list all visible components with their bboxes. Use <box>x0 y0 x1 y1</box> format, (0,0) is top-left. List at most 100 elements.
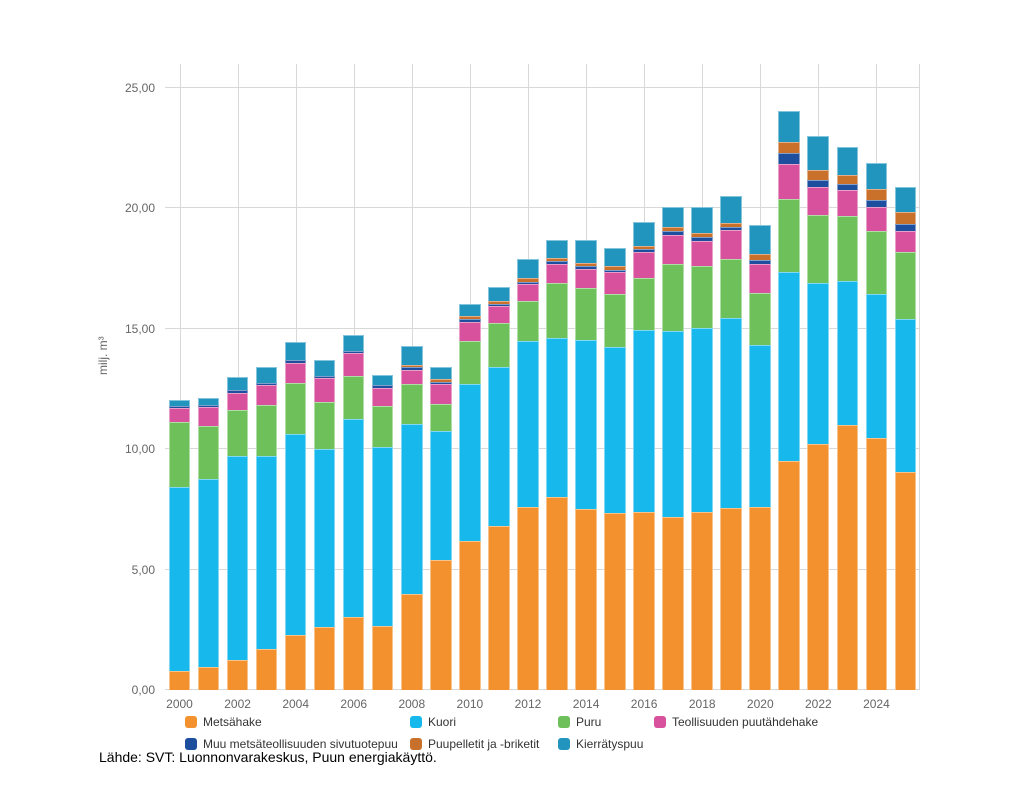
bar-segment[interactable] <box>430 560 452 690</box>
bar-segment[interactable] <box>313 375 336 379</box>
bar-segment[interactable] <box>662 516 684 690</box>
bar-segment[interactable] <box>372 626 394 690</box>
bar-segment[interactable] <box>691 511 713 690</box>
bar-segment[interactable] <box>197 479 220 668</box>
bar-segment[interactable] <box>488 322 510 368</box>
bar-segment[interactable] <box>430 381 452 385</box>
bar-segment[interactable] <box>459 303 481 316</box>
bar-segment[interactable] <box>778 111 800 143</box>
bar-segment[interactable] <box>226 377 249 391</box>
bar-segment[interactable] <box>313 378 336 403</box>
bar-segment[interactable] <box>720 318 742 509</box>
bar-segment[interactable] <box>197 397 220 405</box>
legend-item[interactable]: Metsähake <box>185 715 410 729</box>
bar-segment[interactable] <box>168 486 191 671</box>
bar-segment[interactable] <box>720 196 742 223</box>
bar-segment[interactable] <box>401 345 423 365</box>
bar-segment[interactable] <box>836 425 858 690</box>
bar-segment[interactable] <box>662 263 684 332</box>
bar-segment[interactable] <box>488 286 510 302</box>
bar-segment[interactable] <box>459 315 481 320</box>
bar-segment[interactable] <box>342 419 365 617</box>
bar-segment[interactable] <box>691 207 713 233</box>
bar-segment[interactable] <box>342 616 365 690</box>
bar-segment[interactable] <box>749 344 771 508</box>
bar-segment[interactable] <box>865 231 887 294</box>
bar-segment[interactable] <box>313 449 336 628</box>
bar-segment[interactable] <box>720 230 742 260</box>
bar-segment[interactable] <box>749 292 771 345</box>
bar-segment[interactable] <box>807 186 829 215</box>
bar-segment[interactable] <box>430 403 452 432</box>
bar-segment[interactable] <box>517 507 539 690</box>
bar-segment[interactable] <box>168 408 191 422</box>
bar-segment[interactable] <box>633 245 655 250</box>
bar-segment[interactable] <box>720 222 742 227</box>
bar-segment[interactable] <box>633 249 655 252</box>
bar-segment[interactable] <box>372 385 394 388</box>
bar-segment[interactable] <box>342 350 365 353</box>
bar-segment[interactable] <box>865 200 887 208</box>
legend-item[interactable]: Kuori <box>410 715 558 729</box>
bar-segment[interactable] <box>807 214 829 284</box>
bar-segment[interactable] <box>517 340 539 508</box>
bar-segment[interactable] <box>894 251 917 320</box>
bar-segment[interactable] <box>894 319 917 473</box>
bar-segment[interactable] <box>662 331 684 517</box>
bar-segment[interactable] <box>662 226 684 232</box>
bar-segment[interactable] <box>604 293 626 347</box>
bar-segment[interactable] <box>836 174 858 185</box>
legend-item[interactable]: Puupelletit ja -briketit <box>410 737 558 751</box>
bar-segment[interactable] <box>749 263 771 293</box>
bar-segment[interactable] <box>836 280 858 426</box>
bar-segment[interactable] <box>430 384 452 404</box>
bar-segment[interactable] <box>720 259 742 319</box>
bar-segment[interactable] <box>633 278 655 331</box>
bar-segment[interactable] <box>517 301 539 341</box>
bar-segment[interactable] <box>807 179 829 187</box>
bar-segment[interactable] <box>662 207 684 227</box>
bar-segment[interactable] <box>691 232 713 238</box>
bar-segment[interactable] <box>284 634 307 690</box>
bar-segment[interactable] <box>807 169 829 180</box>
bar-segment[interactable] <box>401 365 423 368</box>
bar-segment[interactable] <box>342 334 365 351</box>
bar-segment[interactable] <box>517 284 539 302</box>
bar-segment[interactable] <box>284 342 307 361</box>
bar-segment[interactable] <box>865 162 887 190</box>
bar-segment[interactable] <box>517 281 539 285</box>
bar-segment[interactable] <box>255 404 278 457</box>
bar-segment[interactable] <box>546 261 568 264</box>
bar-segment[interactable] <box>691 241 713 267</box>
bar-segment[interactable] <box>197 404 220 408</box>
bar-segment[interactable] <box>372 374 394 386</box>
bar-segment[interactable] <box>894 472 917 690</box>
bar-segment[interactable] <box>575 239 597 263</box>
bar-segment[interactable] <box>575 268 597 288</box>
bar-segment[interactable] <box>372 405 394 447</box>
bar-segment[interactable] <box>255 367 278 384</box>
bar-segment[interactable] <box>807 136 829 170</box>
bar-segment[interactable] <box>778 461 800 690</box>
bar-segment[interactable] <box>778 272 800 462</box>
bar-segment[interactable] <box>372 446 394 627</box>
bar-segment[interactable] <box>342 375 365 420</box>
legend-item[interactable]: Teollisuuden puutähdehake <box>654 715 818 729</box>
bar-segment[interactable] <box>894 231 917 252</box>
bar-segment[interactable] <box>546 283 568 339</box>
bar-segment[interactable] <box>517 278 539 282</box>
bar-segment[interactable] <box>168 670 191 690</box>
bar-segment[interactable] <box>720 508 742 690</box>
bar-segment[interactable] <box>575 339 597 510</box>
bar-segment[interactable] <box>401 369 423 385</box>
bar-segment[interactable] <box>226 390 249 393</box>
bar-segment[interactable] <box>836 184 858 191</box>
bar-segment[interactable] <box>313 402 336 450</box>
bar-segment[interactable] <box>778 198 800 273</box>
bar-segment[interactable] <box>604 269 626 273</box>
bar-segment[interactable] <box>662 231 684 235</box>
bar-segment[interactable] <box>255 383 278 386</box>
bar-segment[interactable] <box>226 409 249 457</box>
bar-segment[interactable] <box>633 511 655 690</box>
legend-item[interactable]: Kierrätyspuu <box>558 737 654 751</box>
